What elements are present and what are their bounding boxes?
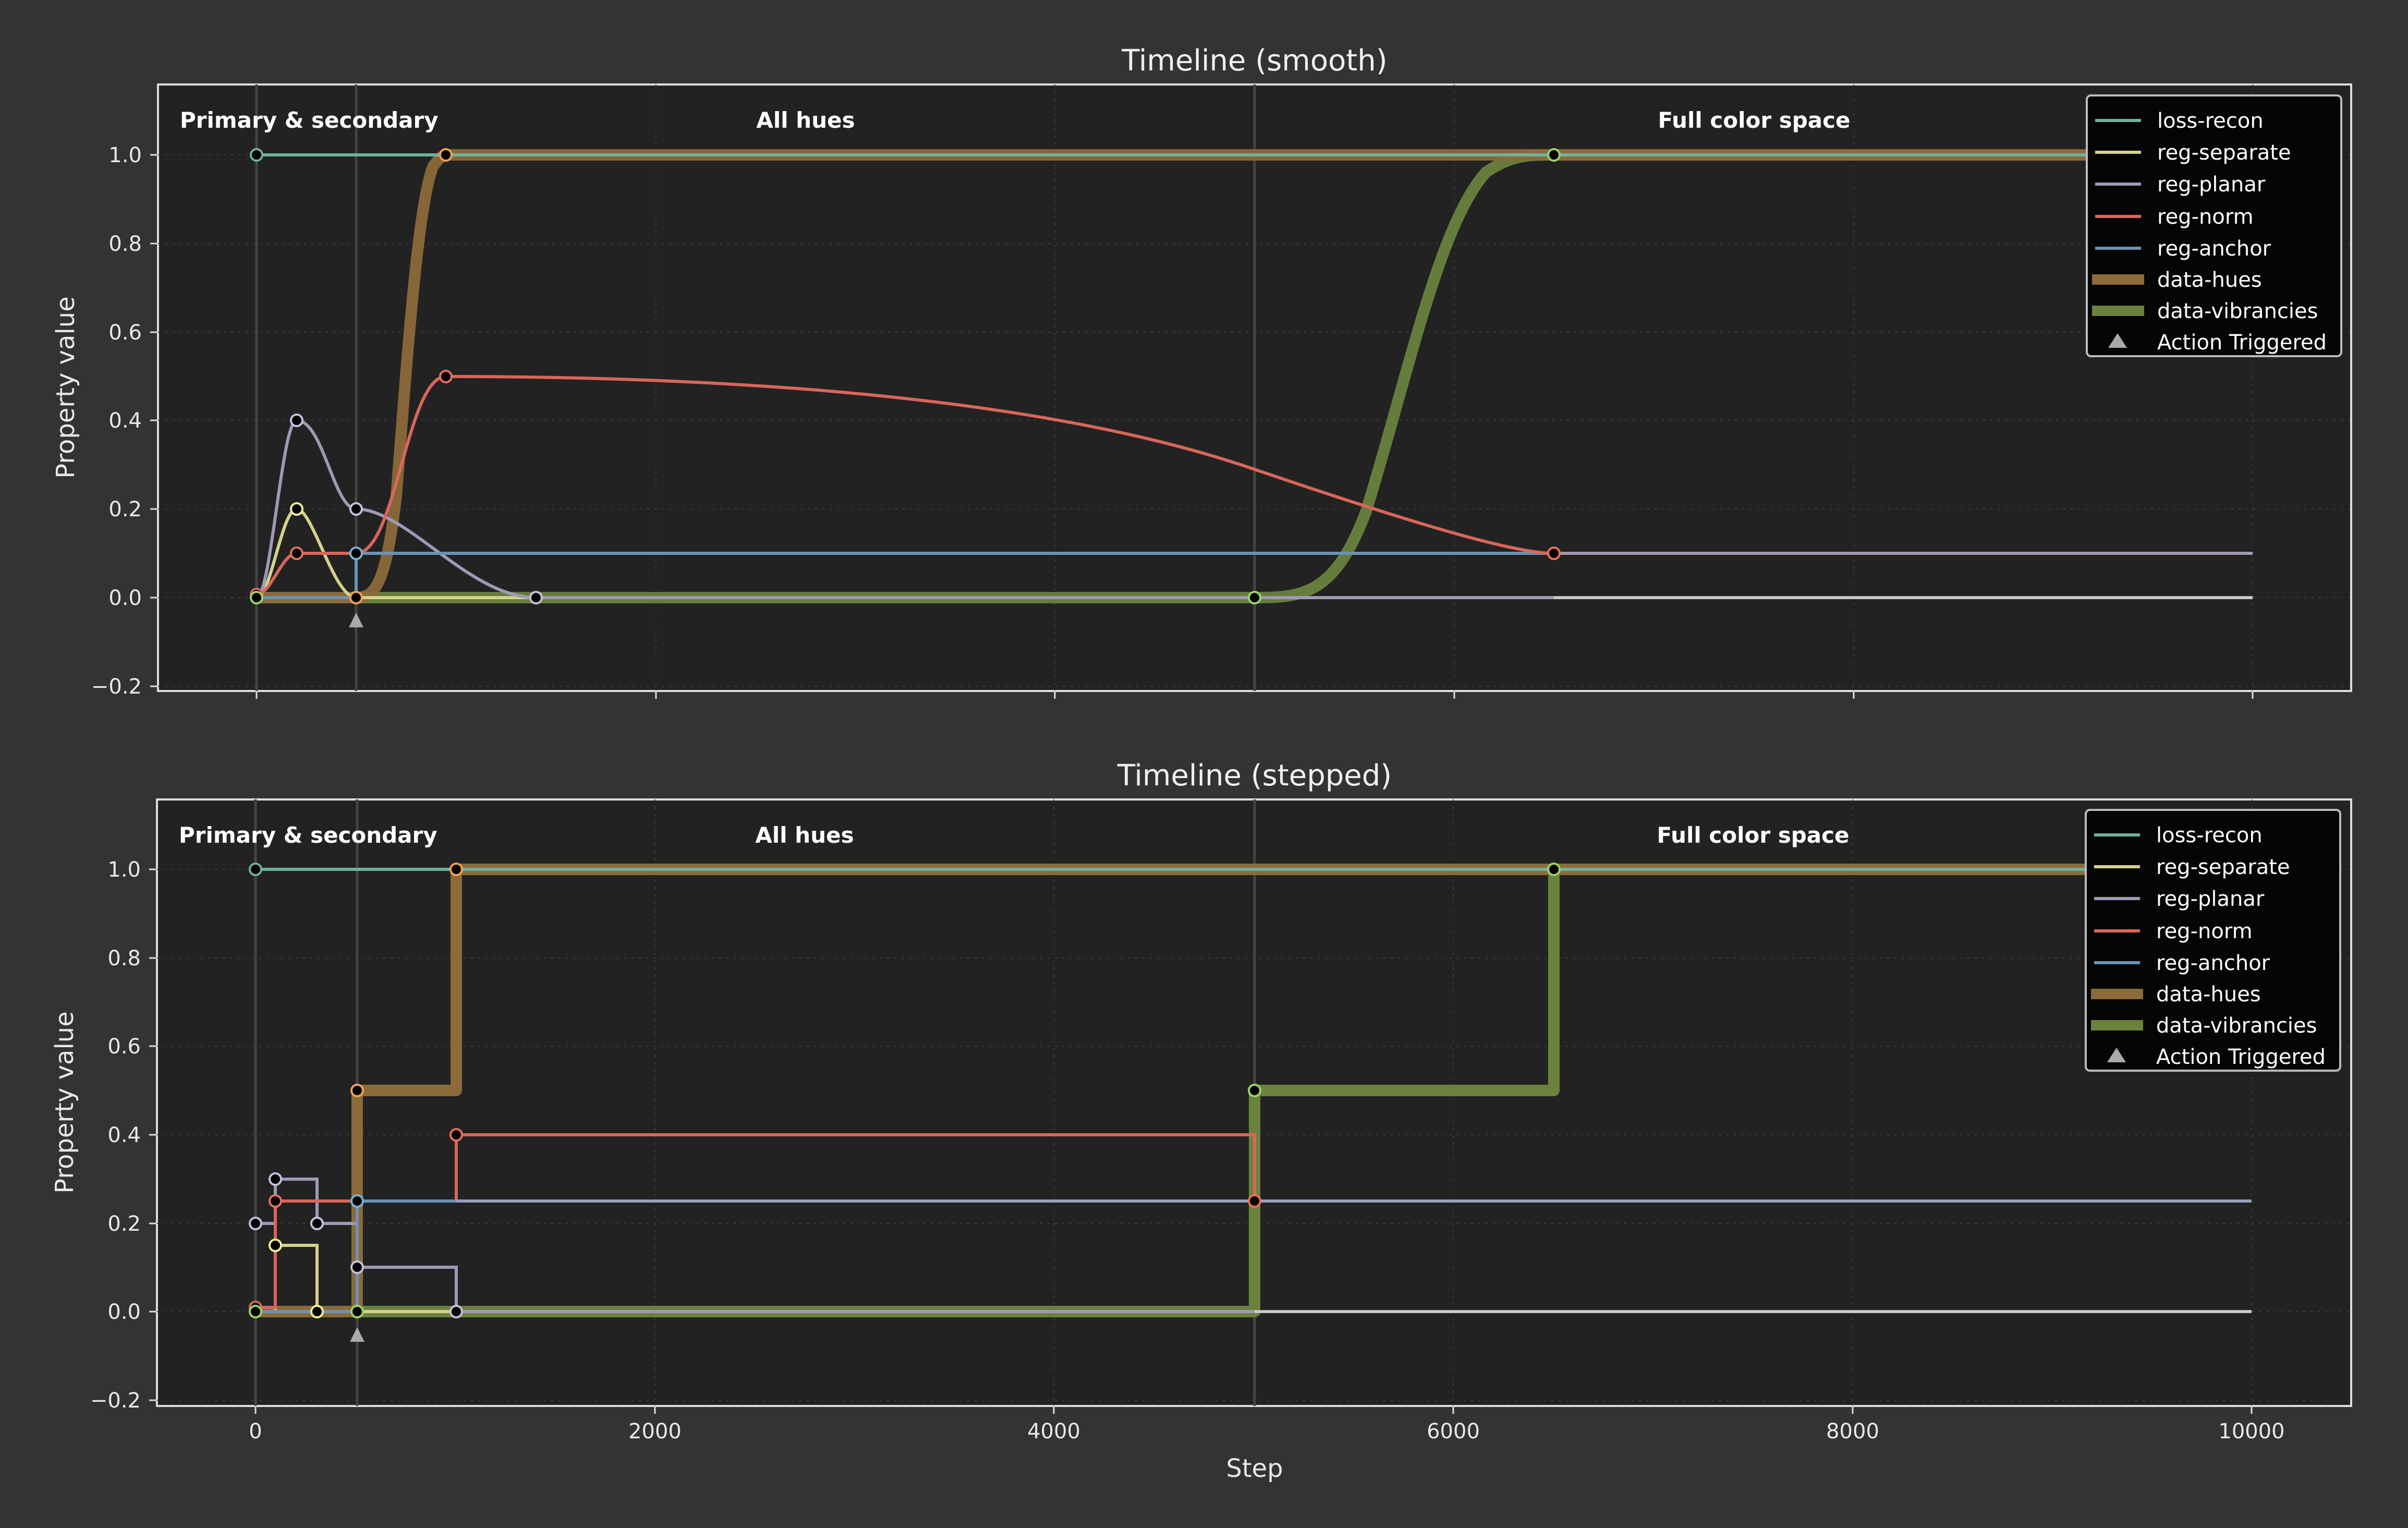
y-tick-label: 0.8 (107, 947, 141, 971)
y-axis-title: Property value (51, 296, 80, 478)
legend-label: data-vibrancies (2157, 299, 2318, 323)
keyframe-markers-stepped (249, 863, 1561, 1318)
legend-label: reg-norm (2156, 919, 2253, 943)
legend-label: loss-recon (2157, 109, 2264, 133)
legend-label: Action Triggered (2156, 1045, 2326, 1069)
legend-label: reg-planar (2156, 887, 2265, 911)
y-tick-label: 0.2 (108, 498, 142, 522)
legend-label: data-vibrancies (2156, 1014, 2317, 1038)
y-tick-label: 0.6 (108, 321, 142, 345)
panel-title-smooth: Timeline (smooth) (1121, 44, 1387, 78)
y-tick-label: 0.8 (108, 232, 142, 256)
x-axis-title: Step (1226, 1454, 1283, 1483)
legend-label: reg-separate (2156, 855, 2290, 879)
x-tick-label: 6000 (1427, 1420, 1480, 1444)
y-tick-label: 0.4 (107, 1123, 141, 1147)
y-tick-label: 0.0 (108, 586, 142, 610)
legend-label: reg-anchor (2156, 951, 2270, 975)
y-axis-stepped: 1.0 0.8 0.6 0.4 0.2 0.0 −0.2 Property va… (50, 858, 157, 1413)
legend-stepped: loss-recon reg-separate reg-planar reg-n… (2085, 809, 2341, 1072)
panel-stepped: Timeline (stepped) Primary & secondary A… (50, 759, 2352, 1483)
y-tick-label: 0.0 (107, 1300, 141, 1324)
series-reg-planar-smooth (256, 418, 2253, 599)
panel-smooth: Timeline (smooth) Primary & secondary (51, 44, 2352, 699)
phase-label-primary-secondary: Primary & secondary (179, 822, 437, 848)
legend-label: loss-recon (2156, 823, 2263, 847)
legend-label: reg-separate (2157, 141, 2291, 165)
x-tick-label: 10000 (2218, 1420, 2284, 1444)
y-tick-label: −0.2 (91, 675, 142, 699)
series-reg-anchor-smooth (257, 552, 2253, 599)
series-reg-norm-stepped (256, 1133, 1256, 1309)
x-tick-label: 8000 (1826, 1420, 1879, 1444)
triangle-icon (2107, 1048, 2126, 1062)
action-triggered-icon (349, 613, 363, 627)
legend-label: reg-norm (2157, 205, 2254, 229)
series-reg-norm-smooth (256, 374, 2253, 596)
y-tick-label: 0.2 (107, 1212, 141, 1236)
panel-title-stepped: Timeline (stepped) (1117, 759, 1392, 793)
y-tick-label: 0.4 (108, 409, 142, 433)
legend-label: Action Triggered (2157, 331, 2327, 355)
x-tick-label: 0 (249, 1420, 262, 1444)
action-triggered-icon (350, 1327, 364, 1342)
phase-label-all-hues: All hues (755, 822, 854, 848)
legend-label: data-hues (2157, 268, 2262, 292)
y-tick-label: 1.0 (108, 143, 142, 167)
y-axis-title: Property value (50, 1011, 79, 1193)
phase-label-all-hues: All hues (756, 107, 855, 133)
triangle-icon (2108, 333, 2127, 348)
x-axis-stepped: 0 2000 4000 6000 8000 10000 Step (249, 1406, 2285, 1483)
phase-label-full-color-space: Full color space (1658, 107, 1850, 133)
legend-label: data-hues (2156, 983, 2261, 1006)
series-data-vibrancies-smooth (257, 149, 2253, 603)
phase-label-full-color-space: Full color space (1657, 822, 1849, 848)
y-tick-label: −0.2 (90, 1389, 141, 1413)
phase-label-primary-secondary: Primary & secondary (180, 107, 439, 133)
y-tick-label: 1.0 (107, 858, 141, 882)
x-tick-label: 4000 (1027, 1420, 1080, 1444)
legend-label: reg-anchor (2157, 237, 2271, 261)
series-data-hues-smooth (257, 149, 2253, 603)
x-tick-label: 2000 (628, 1420, 682, 1444)
legend-smooth: loss-recon reg-separate reg-planar reg-n… (2086, 94, 2342, 357)
legend-label: reg-planar (2157, 173, 2266, 197)
x-axis-ticks-smooth (256, 691, 2254, 699)
keyframe-markers-smooth (250, 148, 1561, 604)
y-axis-smooth: 1.0 0.8 0.6 0.4 0.2 0.0 −0.2 Property va… (51, 143, 158, 699)
y-tick-label: 0.6 (107, 1035, 141, 1059)
